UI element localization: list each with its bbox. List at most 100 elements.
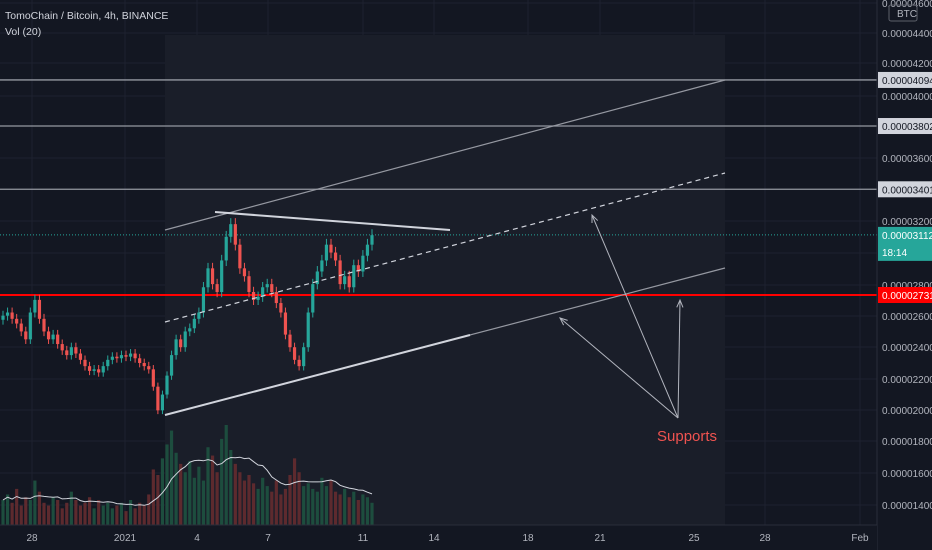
volume-bar — [238, 472, 242, 525]
volume-bar — [78, 505, 83, 525]
volume-bar — [124, 511, 128, 525]
volume-bar — [356, 500, 360, 525]
candle-body — [297, 359, 301, 367]
volume-bar — [115, 505, 119, 525]
trendline — [164, 334, 471, 416]
volume-bar — [42, 502, 46, 525]
candle-body — [338, 260, 342, 285]
volume-bar — [1, 500, 5, 525]
volume-bar — [65, 502, 69, 525]
candle-body — [65, 350, 69, 356]
candle-body — [256, 296, 260, 300]
volume-bar — [56, 500, 60, 525]
candle-body — [147, 366, 151, 370]
candle-body — [315, 271, 319, 285]
x-tick-label: 18 — [522, 533, 534, 544]
y-tick-label: 0.00002200 — [882, 375, 932, 386]
candle-body — [165, 375, 169, 395]
y-tick-label: 0.00003200 — [882, 217, 932, 228]
candle-body — [74, 347, 78, 354]
y-tick-label: 0.00002000 — [882, 406, 932, 417]
candle-body — [279, 303, 283, 313]
volume-bar — [69, 491, 73, 525]
volume-bar — [215, 472, 219, 525]
y-tick-label: 0.00004400 — [882, 29, 932, 40]
volume-bar — [101, 505, 105, 525]
volume-bar — [165, 444, 169, 525]
candle-body — [206, 268, 210, 288]
chart-legend: TomoChain / Bitcoin, 4h, BINANCE Vol (20… — [5, 10, 168, 42]
y-tick-label: 0.00002600 — [882, 312, 932, 323]
volume-bar — [206, 447, 210, 525]
last-price-tag — [878, 226, 932, 261]
candle-body — [356, 265, 360, 272]
level-price-tag — [878, 118, 932, 135]
volume-bar — [119, 502, 124, 525]
candle-body — [46, 331, 51, 340]
candle-body — [220, 260, 224, 292]
candle-body — [247, 276, 251, 292]
volume-bar — [24, 497, 28, 525]
level-price-tag — [878, 71, 932, 88]
candle-body — [78, 353, 83, 360]
time-axis-bg — [0, 525, 877, 550]
candle-body — [151, 369, 155, 387]
symbol-title[interactable]: TomoChain / Bitcoin, 4h, BINANCE — [5, 10, 169, 22]
volume-bar — [83, 502, 87, 525]
volume-bar — [179, 463, 183, 525]
candle-body — [169, 355, 174, 376]
volume-bar — [87, 497, 92, 525]
volume-bar — [33, 480, 37, 525]
volume-bar — [256, 488, 260, 525]
candle-body — [233, 224, 237, 245]
volume-bar — [306, 483, 310, 525]
volume-bar — [265, 486, 269, 525]
volume-indicator-label[interactable]: Vol (20) — [5, 26, 42, 38]
x-tick-label: 14 — [428, 533, 440, 544]
level-price-tag — [878, 286, 932, 303]
candle-body — [274, 292, 278, 304]
candle-body — [60, 344, 64, 351]
volume-bar — [37, 491, 42, 525]
candle-body — [133, 353, 137, 359]
candle-body — [251, 292, 256, 300]
volume-bar — [229, 450, 233, 525]
candle-body — [106, 359, 110, 367]
arrow-line — [677, 299, 681, 419]
candle-body — [333, 252, 338, 261]
candle-body — [69, 347, 73, 356]
volume-bar — [160, 458, 165, 525]
candle-body — [28, 312, 32, 340]
candle-body — [238, 244, 242, 269]
price-axis: 0.00001400 0.00001600 0.00001800 0.00002000… — [876, 0, 932, 550]
candle-body — [329, 244, 333, 253]
volume-bar — [233, 463, 237, 525]
volume-bar — [151, 469, 155, 525]
candle-body — [179, 339, 183, 348]
volume-bar — [302, 486, 306, 525]
level-price-label: 0.00003802 — [882, 122, 932, 133]
candle-body — [292, 347, 297, 360]
support-arrows — [559, 213, 684, 419]
volume-bar — [365, 497, 370, 525]
candle-body — [37, 299, 42, 319]
volume-bar — [46, 505, 51, 525]
candle-body — [311, 284, 315, 313]
y-tick-label: 0.00001600 — [882, 469, 932, 480]
currency-badge — [888, 4, 918, 22]
volume-bar — [188, 461, 192, 525]
candle-body — [142, 363, 146, 367]
volume-bar — [242, 480, 247, 525]
candle-body — [10, 312, 14, 319]
level-price-label: 0.00003401 — [882, 185, 932, 196]
volume-bar — [329, 480, 333, 525]
volume-bar — [324, 486, 329, 525]
volume-bar — [333, 491, 338, 525]
volume-bar — [315, 491, 319, 525]
volume-bar — [297, 472, 301, 525]
candle-body — [288, 334, 292, 348]
candle-body — [19, 323, 23, 332]
candle-body — [302, 347, 306, 367]
time-axis: 28 2021 4 7 11 14 18 21 25 28 Feb — [0, 524, 877, 550]
